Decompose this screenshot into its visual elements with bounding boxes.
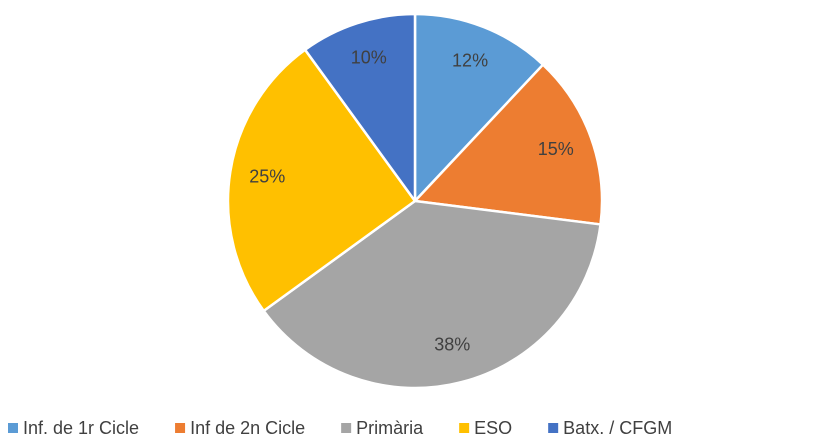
data-label: 38% xyxy=(434,335,470,355)
legend-swatch xyxy=(459,423,470,433)
data-label: 25% xyxy=(249,166,285,186)
pie-slice xyxy=(226,48,417,313)
data-label: 15% xyxy=(538,139,574,159)
legend-label: Primària xyxy=(356,418,424,438)
legend-label: Batx. / CFGM xyxy=(563,418,672,438)
pie-slice xyxy=(413,63,604,226)
pie-slice xyxy=(262,199,602,390)
legend-label: Inf de 2n Cicle xyxy=(190,418,305,438)
pie-slice xyxy=(413,12,545,203)
pie-slice xyxy=(303,12,417,203)
legend-swatch xyxy=(548,423,559,433)
legend-swatch xyxy=(8,423,18,433)
data-label: 10% xyxy=(351,47,387,67)
legend-label: Inf. de 1r Cicle xyxy=(23,418,139,438)
legend-swatch xyxy=(341,423,352,433)
legend-label: ESO xyxy=(474,418,512,438)
data-label: 12% xyxy=(452,51,488,71)
legend-swatch xyxy=(175,423,186,433)
